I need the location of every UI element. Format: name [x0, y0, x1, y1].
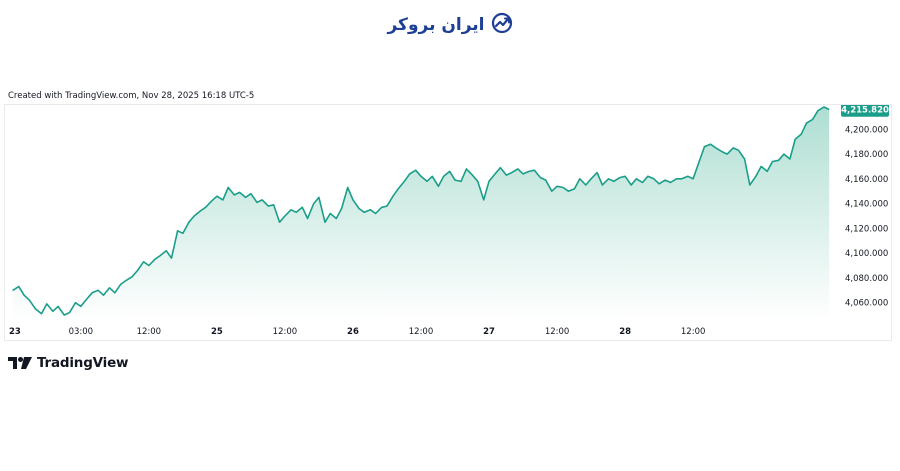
y-tick-label: 4,100.000 [845, 249, 888, 259]
x-tick-label: 12:00 [273, 327, 298, 337]
last-price-badge [841, 105, 889, 117]
brand-name: ایران بروکر [387, 15, 485, 35]
x-tick-label: 12:00 [545, 327, 570, 337]
price-axis: 4,200.000 4,180.000 4,160.000 4,140.000 4,12… [845, 125, 888, 308]
chart-svg: 4,200.000 4,180.000 4,160.000 4,140.000 4,12… [9, 105, 889, 337]
brand-header: ایران بروکر [0, 12, 900, 38]
price-line [12, 106, 830, 316]
y-tick-label: 4,140.000 [845, 200, 888, 210]
x-tick-label: 27 [483, 327, 495, 337]
x-tick-label: 28 [619, 327, 631, 337]
tradingview-logo-text: TradingView [37, 355, 129, 371]
price-area-fill [12, 107, 830, 320]
x-tick-label: 25 [211, 327, 223, 337]
x-tick-label: 26 [347, 327, 359, 337]
tradingview-logo[interactable]: TradingView [8, 353, 129, 373]
growth-chart-icon [491, 12, 513, 38]
created-with-watermark: Created with TradingView.com, Nov 28, 20… [8, 91, 255, 101]
tradingview-logo-icon [8, 354, 32, 373]
price-chart[interactable]: 4,200.000 4,180.000 4,160.000 4,140.000 4,12… [4, 104, 892, 341]
time-axis: 23 03:00 12:00 25 12:00 26 12:00 27 12:00 28 12:00 [9, 327, 705, 337]
y-tick-label: 4,080.000 [845, 274, 888, 284]
x-tick-label: 12:00 [681, 327, 706, 337]
y-tick-label: 4,060.000 [845, 299, 888, 309]
x-tick-label: 23 [9, 327, 21, 337]
y-tick-label: 4,200.000 [845, 125, 888, 135]
y-tick-label: 4,160.000 [845, 175, 888, 185]
y-tick-label: 4,120.000 [845, 224, 888, 234]
x-tick-label: 03:00 [69, 327, 94, 337]
x-tick-label: 12:00 [409, 327, 434, 337]
x-tick-label: 12:00 [137, 327, 162, 337]
last-price-label: 4,215.820 [841, 106, 889, 116]
y-tick-label: 4,180.000 [845, 150, 888, 160]
